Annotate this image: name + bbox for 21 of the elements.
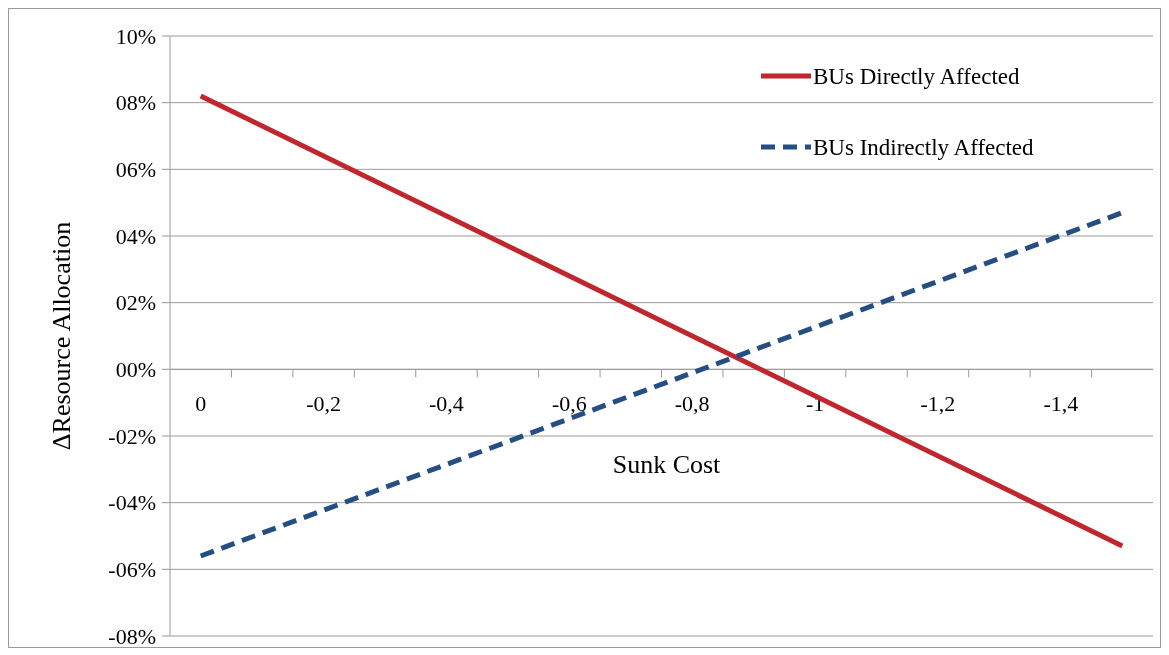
x-tick-label: -0,4 (429, 391, 464, 417)
x-tick-label: -1,2 (920, 391, 956, 417)
legend-label: BUs Directly Affected (813, 64, 1021, 90)
x-tick-label: -1,4 (1043, 391, 1079, 417)
y-tick-label: 08% (115, 90, 156, 116)
x-tick-label: -0,2 (306, 391, 342, 417)
y-tick-label: -06% (108, 557, 156, 583)
x-tick-label: -0,6 (551, 391, 587, 417)
x-axis-title: Sunk Cost (612, 450, 722, 480)
y-tick-label: -08% (108, 623, 156, 649)
y-tick-label: -02% (108, 423, 156, 449)
legend-label: BUs Indirectly Affected (813, 135, 1035, 161)
y-axis-title: ΔResource Allocation (47, 221, 76, 451)
y-tick-label: 00% (115, 357, 156, 383)
y-tick-label: 02% (115, 290, 156, 316)
y-tick-label: 10% (115, 23, 156, 49)
y-tick-label: 06% (115, 157, 156, 183)
y-tick-label: -04% (108, 490, 156, 516)
y-tick-label: 04% (115, 223, 156, 249)
x-tick-label: 0 (195, 391, 207, 417)
x-tick-label: -0,8 (674, 391, 710, 417)
